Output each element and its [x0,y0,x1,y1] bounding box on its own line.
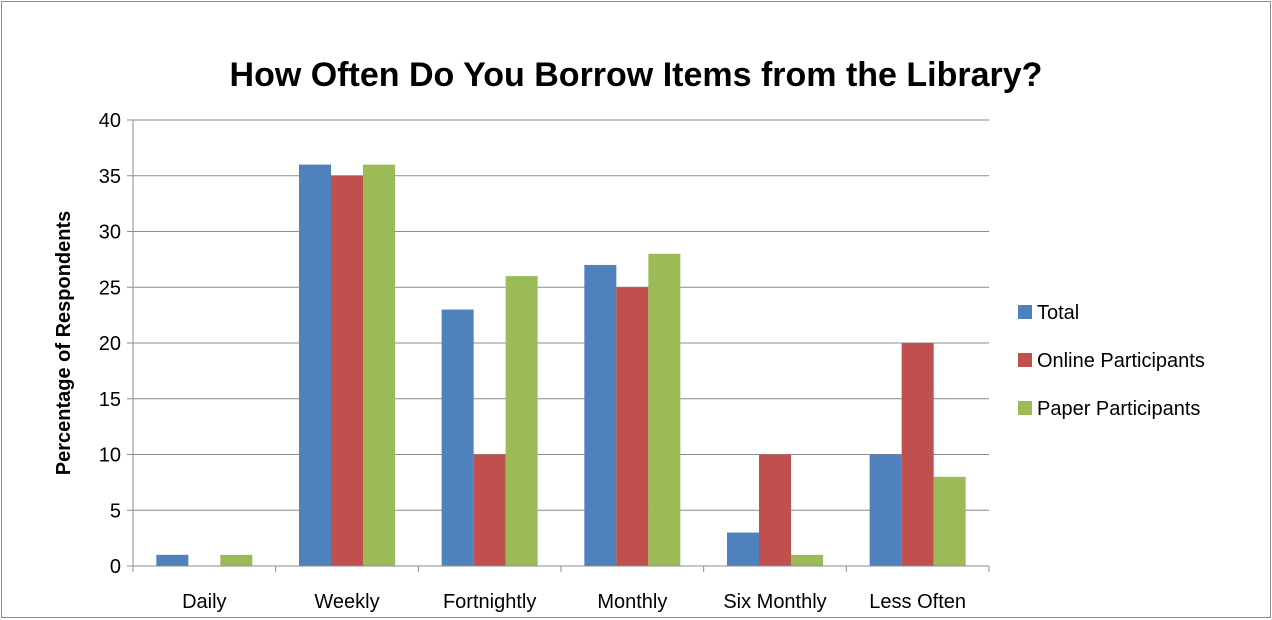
bar-less-often-total [869,454,902,566]
bar-monthly-paper-participants [648,253,681,567]
x-tick-label: Daily [182,591,226,613]
bar-monthly-total [584,264,617,566]
bar-weekly-online-participants [331,175,363,566]
y-tick-label: 25 [99,277,121,299]
y-tick-label: 20 [99,333,121,355]
x-tick-label: Six Monthly [723,591,826,613]
bar-six-monthly-online-participants [759,454,791,566]
x-tick-label: Fortnightly [443,591,536,613]
bar-less-often-online-participants [901,343,934,566]
y-tick-label: 15 [99,389,121,411]
x-tick-label: Monthly [597,591,667,613]
bar-daily-paper-participants [220,554,253,566]
y-axis-label: Percentage of Respondents [53,211,75,476]
y-tick-label: 10 [99,445,121,467]
bar-fortnightly-paper-participants [505,276,538,566]
x-tick-label: Less Often [869,591,966,613]
y-tick-label: 35 [99,166,121,188]
bar-six-monthly-paper-participants [791,554,823,566]
chart-title: How Often Do You Borrow Items from the L… [230,56,1043,94]
bar-fortnightly-total [441,309,474,566]
bar-daily-total [156,554,189,566]
y-tick-label: 40 [99,110,121,132]
bar-less-often-paper-participants [933,476,966,566]
legend-label: Online Participants [1037,350,1205,372]
bar-fortnightly-online-participants [473,454,506,566]
tick-labels: 0 5 10 15 20 25 30 35 40 Daily Weekly Fortnightly Mo… [99,110,966,613]
legend-swatch [1018,353,1032,367]
legend-swatch [1018,401,1032,415]
legend-label: Paper Participants [1037,398,1200,420]
axes [127,119,990,572]
bar-monthly-online-participants [616,287,649,566]
bar-weekly-paper-participants [363,164,395,566]
bar-weekly-total [299,164,331,566]
x-tick-label: Weekly [314,591,379,613]
gridlines [133,119,989,511]
y-tick-label: 0 [110,556,121,578]
legend-swatch [1018,305,1032,319]
y-tick-label: 5 [110,500,121,522]
legend: Total Online Participants Paper Participan… [1018,302,1205,420]
bar-six-monthly-total [727,532,759,566]
y-tick-label: 30 [99,222,121,244]
legend-label: Total [1037,302,1079,324]
bars [156,164,966,567]
